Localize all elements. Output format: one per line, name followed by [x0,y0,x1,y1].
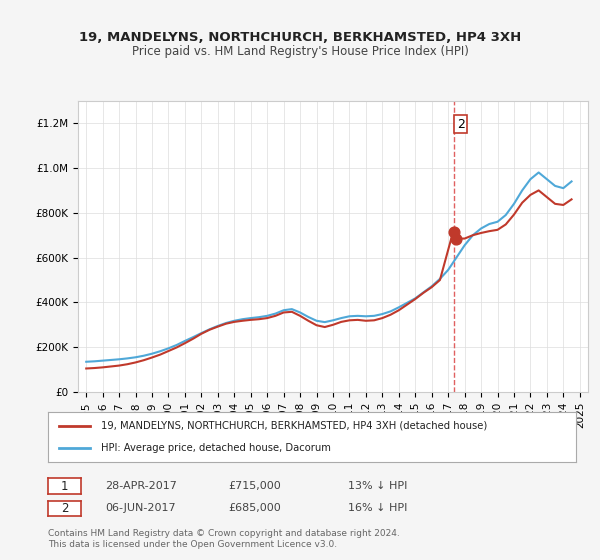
Text: HPI: Average price, detached house, Dacorum: HPI: Average price, detached house, Daco… [101,443,331,453]
Text: 19, MANDELYNS, NORTHCHURCH, BERKHAMSTED, HP4 3XH (detached house): 19, MANDELYNS, NORTHCHURCH, BERKHAMSTED,… [101,421,487,431]
Text: 06-JUN-2017: 06-JUN-2017 [105,503,176,513]
Point [451,234,460,243]
Text: 16% ↓ HPI: 16% ↓ HPI [348,503,407,513]
Text: 28-APR-2017: 28-APR-2017 [105,480,177,491]
Point [449,227,458,236]
Text: 2: 2 [457,118,465,130]
Text: £685,000: £685,000 [228,503,281,513]
Text: £715,000: £715,000 [228,480,281,491]
Text: 19, MANDELYNS, NORTHCHURCH, BERKHAMSTED, HP4 3XH: 19, MANDELYNS, NORTHCHURCH, BERKHAMSTED,… [79,31,521,44]
Text: 1: 1 [61,479,68,493]
Text: 2: 2 [61,502,68,515]
Text: 13% ↓ HPI: 13% ↓ HPI [348,480,407,491]
Text: Price paid vs. HM Land Registry's House Price Index (HPI): Price paid vs. HM Land Registry's House … [131,45,469,58]
Text: Contains HM Land Registry data © Crown copyright and database right 2024.
This d: Contains HM Land Registry data © Crown c… [48,529,400,549]
